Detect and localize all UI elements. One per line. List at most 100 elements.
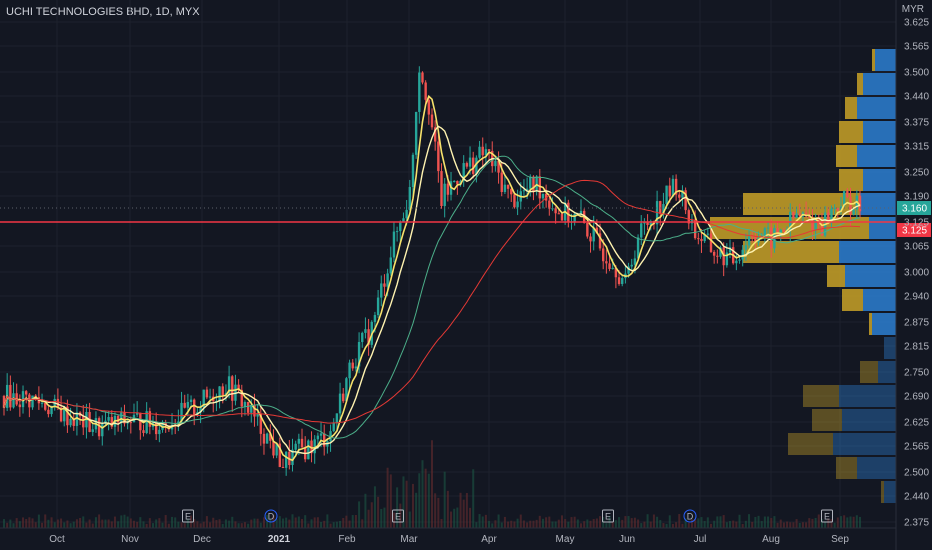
volume-bar: [805, 522, 808, 528]
volume-bar: [348, 520, 351, 528]
candle-body: [789, 211, 792, 230]
y-tick-label: 3.125: [904, 218, 929, 229]
volume-bar: [681, 523, 684, 528]
volume-bar: [342, 518, 345, 528]
candle-body: [522, 190, 526, 192]
volume-bar: [725, 522, 728, 528]
candle-body: [842, 191, 846, 207]
dividend-marker: [683, 509, 697, 523]
candle-body: [510, 188, 513, 195]
candle-body: [602, 248, 605, 262]
candle-body: [66, 406, 69, 426]
candle-body: [497, 160, 500, 173]
y-tick-label: 2.940: [904, 292, 929, 303]
candle-body: [633, 258, 637, 265]
volume-bar: [849, 516, 852, 528]
volume-bar: [418, 473, 421, 528]
candle-body: [754, 236, 757, 243]
candle-body: [186, 401, 190, 408]
candle-body: [414, 111, 418, 155]
candle-body: [782, 229, 786, 232]
candle-body: [598, 233, 602, 249]
volume-bar: [288, 519, 291, 528]
volume-bar: [231, 516, 234, 528]
volume-bar: [94, 517, 97, 528]
volume-bar: [839, 516, 842, 528]
volume-bar: [814, 517, 817, 528]
volume-bar: [456, 507, 459, 528]
volume-bar: [694, 519, 697, 528]
volume-bar: [786, 521, 789, 528]
moving-average-line: [3, 179, 861, 424]
candle-body: [529, 176, 532, 189]
candle-body: [798, 213, 801, 217]
volume-bar: [415, 492, 418, 528]
candle-body: [494, 160, 497, 167]
volume-bar: [478, 514, 481, 528]
candle-body: [69, 418, 72, 426]
volume-bar: [129, 518, 132, 528]
volume-bar: [516, 518, 519, 528]
volume-bar: [113, 516, 116, 528]
volume-bar: [700, 517, 703, 528]
candle-body: [120, 412, 123, 423]
candle-body: [40, 402, 44, 404]
profile-bar-up: [872, 313, 896, 335]
volume-bar: [830, 519, 833, 528]
volume-bar: [843, 515, 846, 528]
volume-bar: [443, 471, 446, 528]
volume-bar: [469, 507, 472, 528]
profile-bar-down: [827, 265, 845, 287]
volume-bar: [316, 517, 319, 528]
volume-bar: [611, 521, 614, 528]
candle-body: [627, 266, 630, 274]
profile-bar-down: [812, 409, 842, 431]
event-marker-label: E: [605, 512, 611, 522]
volume-bar: [437, 497, 440, 528]
volume-bar: [472, 469, 475, 528]
volume-bar: [465, 492, 468, 528]
candle-body: [348, 362, 351, 379]
candle-body: [738, 259, 741, 261]
y-tick-label: 2.375: [904, 518, 929, 529]
candle-body: [468, 157, 472, 167]
profile-bar-down: [860, 361, 878, 383]
volume-bar: [193, 519, 196, 528]
candle-body: [586, 223, 589, 237]
candle-body: [592, 227, 595, 242]
volume-bar: [735, 521, 738, 528]
volume-bar: [320, 521, 323, 528]
volume-bar: [541, 518, 544, 528]
volume-bar: [132, 520, 135, 528]
volume-bar: [380, 508, 383, 528]
candle-body: [256, 413, 259, 417]
profile-bar-down: [803, 385, 839, 407]
candle-body: [532, 176, 535, 192]
candle-body: [44, 402, 47, 410]
earnings-marker: [182, 509, 194, 523]
candle-body: [18, 404, 22, 408]
candle-body: [202, 389, 205, 408]
candle-body: [313, 439, 316, 454]
volume-bar: [402, 476, 405, 528]
candle-body: [275, 443, 278, 456]
volume-bar: [583, 521, 586, 528]
volume-bar: [529, 520, 532, 528]
volume-bar: [665, 523, 668, 528]
volume-bar: [789, 522, 792, 528]
y-tick-label: 2.875: [904, 318, 929, 329]
volume-bar: [228, 520, 231, 528]
volume-bar: [748, 514, 751, 528]
volume-bar: [722, 515, 725, 528]
candle-body: [649, 220, 652, 226]
volume-bar: [589, 520, 592, 528]
candle-body: [725, 252, 729, 266]
candle-body: [158, 429, 161, 435]
candle-body: [808, 216, 811, 218]
candle-body: [830, 208, 833, 223]
candle-body: [116, 415, 120, 423]
volume-bar: [215, 519, 218, 528]
candle-body: [487, 149, 491, 151]
candle-body: [392, 231, 396, 258]
